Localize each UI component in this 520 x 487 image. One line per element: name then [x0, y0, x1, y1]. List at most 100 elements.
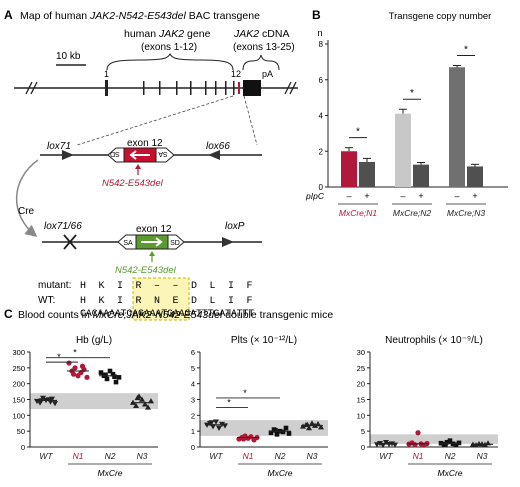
chart-title: Plts (× 10⁻¹²/L)	[231, 335, 297, 346]
wt-residue: H	[80, 296, 86, 307]
mutant-protein-seq: H K I R – – D L I F	[80, 281, 253, 292]
y-tick-label: 1	[191, 427, 195, 436]
data-point	[456, 440, 462, 446]
y-tick-label: 4	[191, 380, 195, 389]
data-point	[70, 371, 77, 377]
y-tick-label: 15	[357, 396, 365, 405]
copy-number-chart: Transgene copy number n 0 2 4 6 8 * – + MxCre;N1 * –…	[305, 11, 508, 218]
exon-1-label: 1	[104, 69, 109, 79]
pipc-minus: –	[346, 191, 351, 201]
svg-text:SD: SD	[170, 240, 180, 247]
pipc-plus: +	[418, 191, 423, 201]
y-tick-label: 300	[12, 348, 25, 357]
data-point	[315, 421, 321, 427]
panel-a-label: A	[4, 8, 13, 22]
human-gene-brace	[106, 52, 234, 71]
significance-marker: *	[243, 388, 247, 398]
panel-b-label: B	[312, 8, 321, 22]
data-point	[145, 404, 151, 410]
x-tick-label: N2	[105, 451, 116, 461]
pipc-plus: +	[364, 191, 369, 201]
pa-label: pA	[262, 69, 273, 79]
panel-c-label: C	[4, 307, 13, 321]
data-point	[286, 431, 292, 436]
x-tick-label: N2	[275, 451, 286, 461]
y-tick-label: 250	[12, 364, 25, 373]
x-tick-label: N3	[307, 451, 318, 461]
y-tick-label: 200	[12, 380, 25, 389]
pipc-plus: +	[472, 191, 477, 201]
hb-chart: Hb (g/L) 0 50 100 150 200 250 300 WT N1 N2 N3 MxCre *…	[12, 335, 158, 478]
group-label: MxCre;N3	[447, 208, 486, 218]
chart-title: Transgene copy number	[389, 11, 492, 22]
cre-arrow	[15, 159, 39, 237]
human-exons-label: (exons 1-12)	[141, 42, 197, 53]
lox71-site	[62, 150, 74, 160]
bar-induced	[413, 164, 429, 187]
cdna-label: JAK2 cDNA	[233, 28, 289, 40]
data-point	[274, 432, 280, 437]
y-tick-label: 8	[319, 40, 324, 49]
data-point	[148, 398, 154, 404]
mutant-residue: F	[246, 281, 252, 292]
x-tick-label: N1	[413, 451, 424, 461]
x-tick-label: N2	[445, 451, 456, 461]
lox7166-label: lox71/66	[44, 221, 82, 232]
y-tick-label: 0	[21, 443, 25, 452]
y-tick-label: 2	[191, 411, 195, 420]
mutant-residue: K	[98, 281, 104, 292]
wt-residue: D	[191, 296, 197, 307]
significance-marker: *	[227, 397, 231, 407]
group-label: MxCre	[267, 468, 292, 478]
y-tick-label: 100	[12, 411, 25, 420]
cdna-brace	[242, 54, 280, 71]
bar-uninduced	[449, 67, 465, 187]
data-point	[309, 420, 315, 426]
wt-residue: L	[209, 296, 215, 307]
wt-residue: K	[98, 296, 104, 307]
data-point	[273, 428, 278, 433]
data-point	[415, 430, 421, 436]
exon12-top-label: exon 12	[127, 138, 163, 149]
y-tick-label: 3	[191, 396, 195, 405]
pipc-minus: –	[454, 191, 459, 201]
lox66-label: lox66	[206, 141, 230, 152]
data-point	[268, 430, 274, 436]
x-tick-label: N3	[137, 451, 148, 461]
data-point	[52, 401, 58, 407]
svg-text:SD: SD	[110, 150, 120, 157]
panel-b: B Transgene copy number n 0 2 4 6 8 * – + MxCre;N1…	[305, 8, 508, 218]
wt-residue: R	[135, 296, 141, 307]
mutation-label-top: N542-E543del	[102, 178, 164, 189]
data-point	[443, 441, 448, 447]
data-point	[318, 424, 324, 430]
data-point	[383, 440, 389, 446]
lox7166-dead-site	[63, 234, 77, 250]
bar-uninduced	[395, 113, 411, 187]
wt-residue: N	[154, 296, 160, 307]
mutant-residue: L	[209, 281, 215, 292]
y-tick-label: 0	[361, 443, 365, 452]
data-point	[142, 401, 148, 407]
exon12-bottom-label: exon 12	[136, 224, 172, 235]
normal-range-band	[30, 393, 158, 409]
data-point	[306, 425, 312, 431]
significance-marker: *	[410, 88, 414, 99]
mutation-label-bottom: N542-E543del	[115, 265, 177, 276]
data-point	[139, 396, 145, 402]
dna-sequence: CACAAAATCAGAAATGAAGATTTGATATTT	[80, 309, 254, 320]
x-axis-label: pIpC	[305, 191, 325, 201]
x-tick-label: WT	[209, 451, 223, 461]
mutant-residue: H	[80, 281, 86, 292]
y-axis-label: n	[317, 28, 322, 38]
group-label: MxCre	[437, 468, 462, 478]
y-tick-label: 4	[319, 112, 324, 121]
panel-a: A Map of human JAK2-N542-E543del BAC tra…	[4, 8, 298, 321]
panel-c: C Blood counts in MxCre;JAK2-N542-E543de…	[4, 307, 498, 478]
panel-c-title: Blood counts in MxCre;JAK2-N542-E543del …	[18, 309, 333, 321]
bar-induced	[467, 166, 483, 187]
normal-range-band	[370, 434, 498, 444]
significance-marker: *	[57, 352, 61, 362]
